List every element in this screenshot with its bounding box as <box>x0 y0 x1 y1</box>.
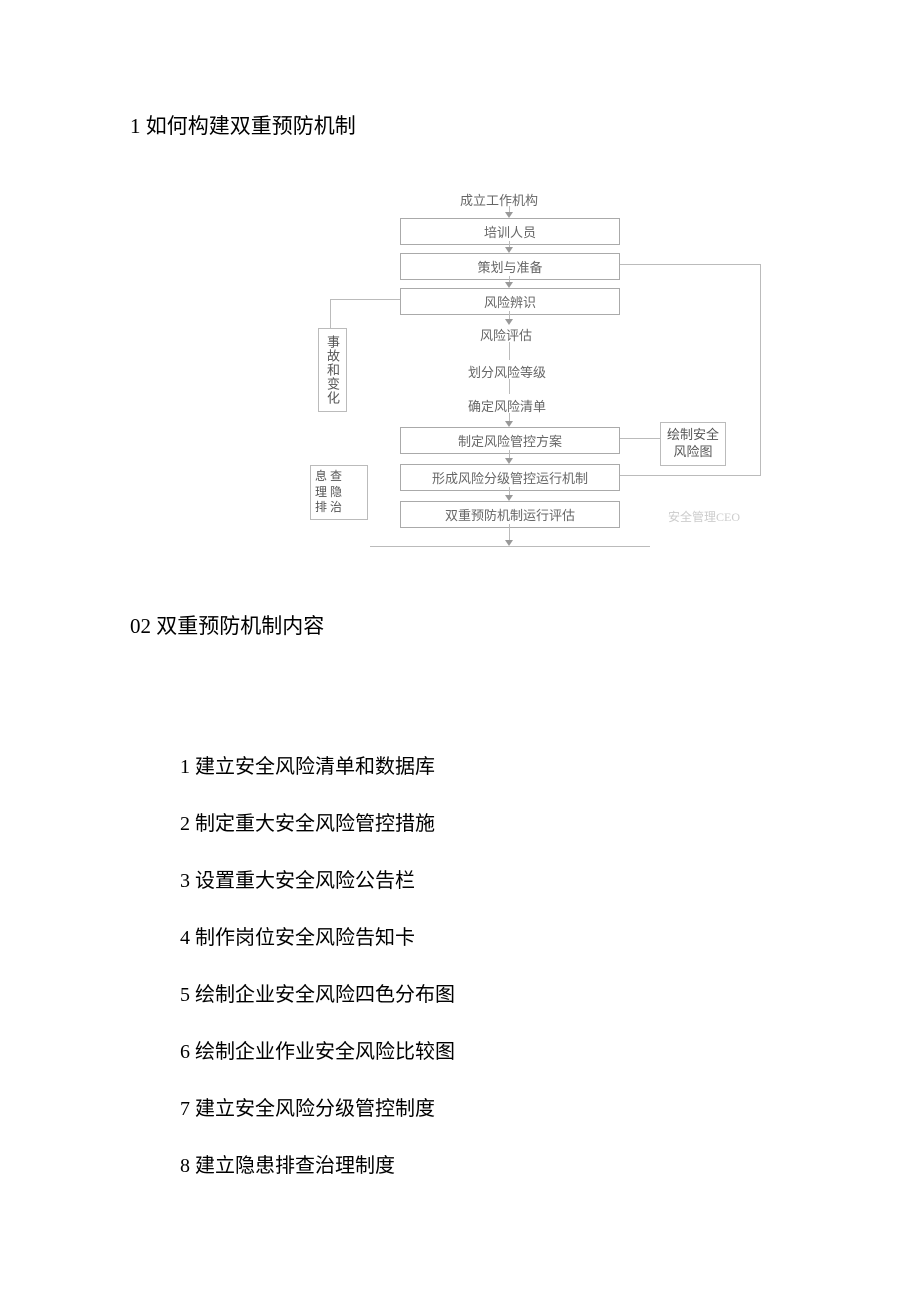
list-item: 2 制定重大安全风险管控措施 <box>180 807 790 836</box>
flowchart-connector <box>330 299 331 329</box>
flowchart-node-start: 成立工作机构 <box>460 190 538 209</box>
grid-cell: 隐 <box>330 485 342 499</box>
flowchart-feedback-line <box>760 264 761 475</box>
flowchart-node-classify: 划分风险等级 <box>468 362 546 381</box>
section-2-heading: 02 双重预防机制内容 <box>130 610 790 640</box>
flowchart-diagram: 成立工作机构 培训人员 策划与准备 风险辨识 风险评估 划分风险等级 确定风险清… <box>220 190 780 570</box>
content-list: 1 建立安全风险清单和数据库 2 制定重大安全风险管控措施 3 设置重大安全风险… <box>130 750 790 1178</box>
grid-cell: 息 <box>315 469 327 483</box>
flowchart-box-planning: 策划与准备 <box>400 253 620 280</box>
flowchart-node-evaluate: 风险评估 <box>480 325 532 344</box>
flowchart-side-box-inspection: 息 查 理 隐 排 治 <box>310 465 368 520</box>
grid-cell: 理 <box>315 485 327 499</box>
grid-cell: 治 <box>330 500 342 514</box>
list-item: 8 建立隐患排查治理制度 <box>180 1149 790 1178</box>
section-1-heading: 1 如何构建双重预防机制 <box>130 110 790 140</box>
list-item: 5 绘制企业安全风险四色分布图 <box>180 978 790 1007</box>
flowchart-watermark: 安全管理CEO <box>668 508 740 525</box>
grid-cell: 查 <box>330 469 342 483</box>
list-item: 3 设置重大安全风险公告栏 <box>180 864 790 893</box>
flowchart-connector <box>509 379 510 394</box>
list-item: 6 绘制企业作业安全风险比较图 <box>180 1035 790 1064</box>
flowchart-connector <box>370 546 650 547</box>
flowchart-feedback-line <box>620 264 760 265</box>
list-item: 7 建立安全风险分级管控制度 <box>180 1092 790 1121</box>
flowchart-box-control-plan: 制定风险管控方案 <box>400 427 620 454</box>
flowchart-side-box-draw-map: 绘制安全 风险图 <box>660 422 726 466</box>
flowchart-connector <box>620 438 660 439</box>
flowchart-box-identify: 风险辨识 <box>400 288 620 315</box>
flowchart-box-assessment: 双重预防机制运行评估 <box>400 501 620 528</box>
flowchart-connector <box>330 299 400 300</box>
flowchart-side-box-accident: 事故和变化 <box>318 328 347 412</box>
flowchart-connector <box>509 342 510 360</box>
flowchart-feedback-line <box>620 475 761 476</box>
flowchart-box-mechanism: 形成风险分级管控运行机制 <box>400 464 620 491</box>
flowchart-box-training: 培训人员 <box>400 218 620 245</box>
list-item: 1 建立安全风险清单和数据库 <box>180 750 790 779</box>
flowchart-node-confirm-list: 确定风险清单 <box>468 396 546 415</box>
list-item: 4 制作岗位安全风险告知卡 <box>180 921 790 950</box>
grid-cell: 排 <box>315 500 327 514</box>
